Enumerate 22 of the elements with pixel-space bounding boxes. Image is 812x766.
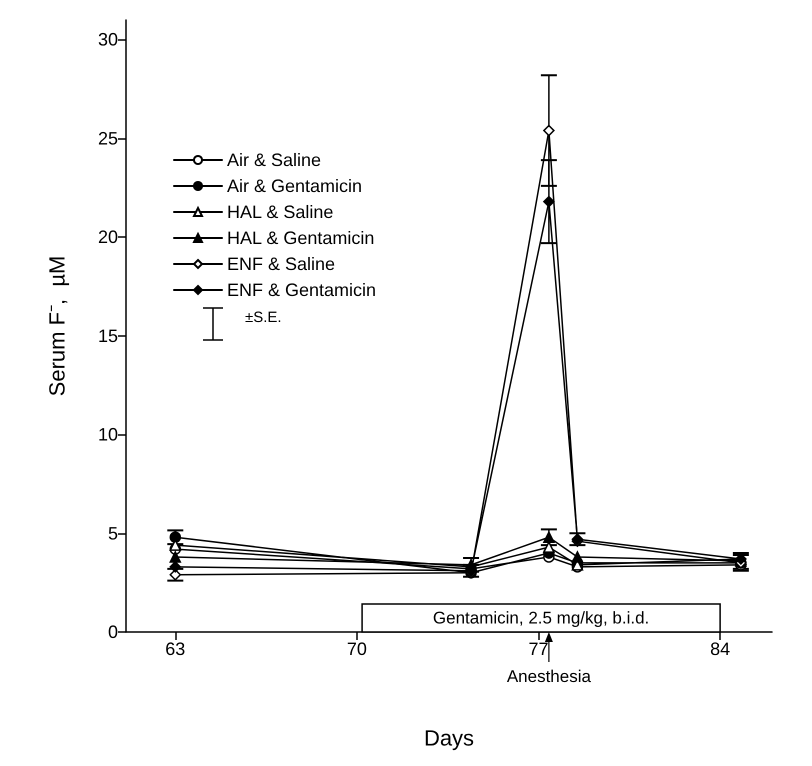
y-tick-label: 0 <box>108 622 118 642</box>
legend-label: Air & Gentamicin <box>227 176 362 196</box>
legend-label: ENF & Gentamicin <box>227 280 376 300</box>
y-tick-label: 30 <box>98 30 118 50</box>
y-axis-title: Serum F⁻, µM <box>44 256 70 396</box>
annotation: ±S.E. <box>245 309 282 326</box>
y-tick-label: 10 <box>98 424 118 445</box>
legend-label: HAL & Gentamicin <box>227 228 374 248</box>
x-tick-label: 70 <box>346 639 367 659</box>
x-axis-title: Days <box>424 726 474 750</box>
x-tick-label: 77 <box>528 639 549 659</box>
legend-label: Air & Saline <box>227 150 322 170</box>
legend-label: ENF & Saline <box>227 254 336 274</box>
y-tick-label: 25 <box>98 128 118 148</box>
x-tick-label: 63 <box>165 639 186 659</box>
annotation: Anesthesia <box>506 667 592 686</box>
legend-label: HAL & Saline <box>227 202 334 222</box>
y-tick-label: 15 <box>98 326 118 346</box>
x-tick-label: 84 <box>710 639 730 659</box>
y-tick-label: 5 <box>108 523 118 544</box>
y-tick-label: 20 <box>98 227 118 248</box>
band-label: Gentamicin, 2.5 mg/kg, b.i.d. <box>432 608 650 628</box>
